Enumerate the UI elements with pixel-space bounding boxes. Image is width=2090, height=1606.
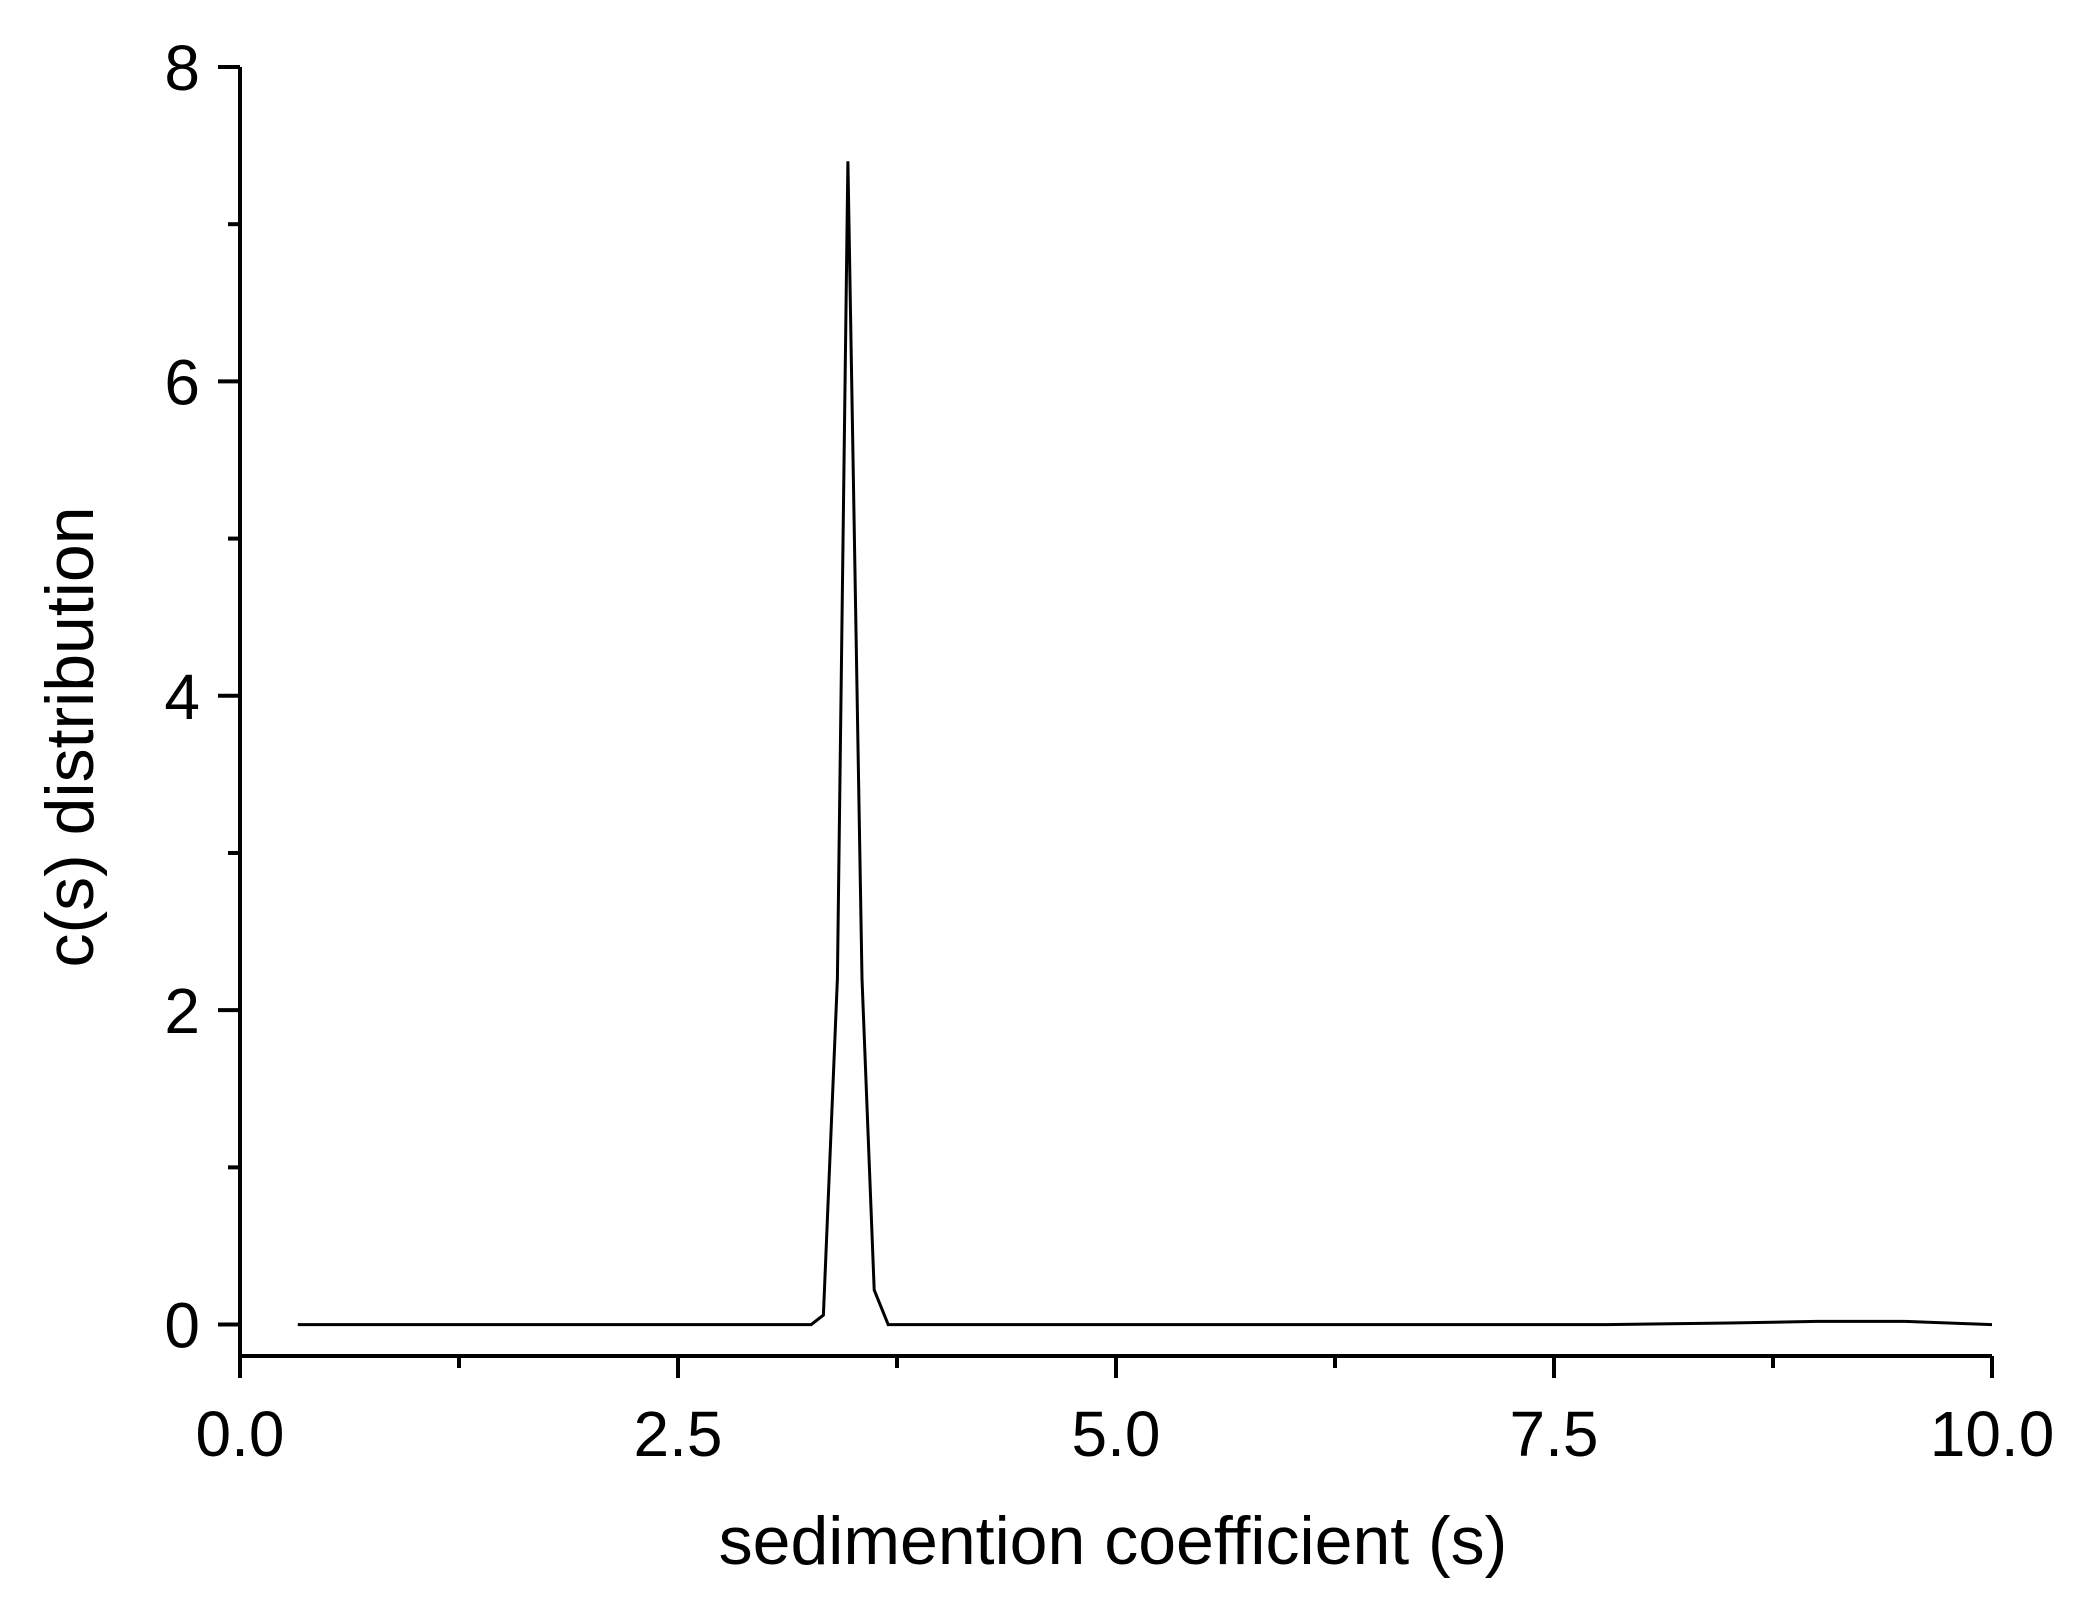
x-tick-label: 7.5 xyxy=(1510,1398,1599,1470)
x-tick-label: 10.0 xyxy=(1930,1398,2055,1470)
x-tick-label: 0.0 xyxy=(196,1398,285,1470)
y-tick-label: 8 xyxy=(164,32,200,104)
y-axis-ticks: 0 2 4 6 8 xyxy=(164,32,240,1362)
y-tick-label: 2 xyxy=(164,975,200,1047)
y-axis-title: c(s) distribution xyxy=(32,506,108,967)
x-tick-label: 5.0 xyxy=(1072,1398,1161,1470)
y-tick-label: 6 xyxy=(164,346,200,418)
plot-area xyxy=(238,67,1993,1358)
y-tick-label: 0 xyxy=(164,1290,200,1362)
x-axis-ticks: 0.0 2.5 5.0 7.5 10.0 xyxy=(196,1356,2055,1470)
y-tick-label: 4 xyxy=(164,661,200,733)
x-tick-label: 2.5 xyxy=(634,1398,723,1470)
series-line xyxy=(297,161,1993,1327)
x-axis-title: sedimention coefficient (s) xyxy=(719,1503,1508,1579)
